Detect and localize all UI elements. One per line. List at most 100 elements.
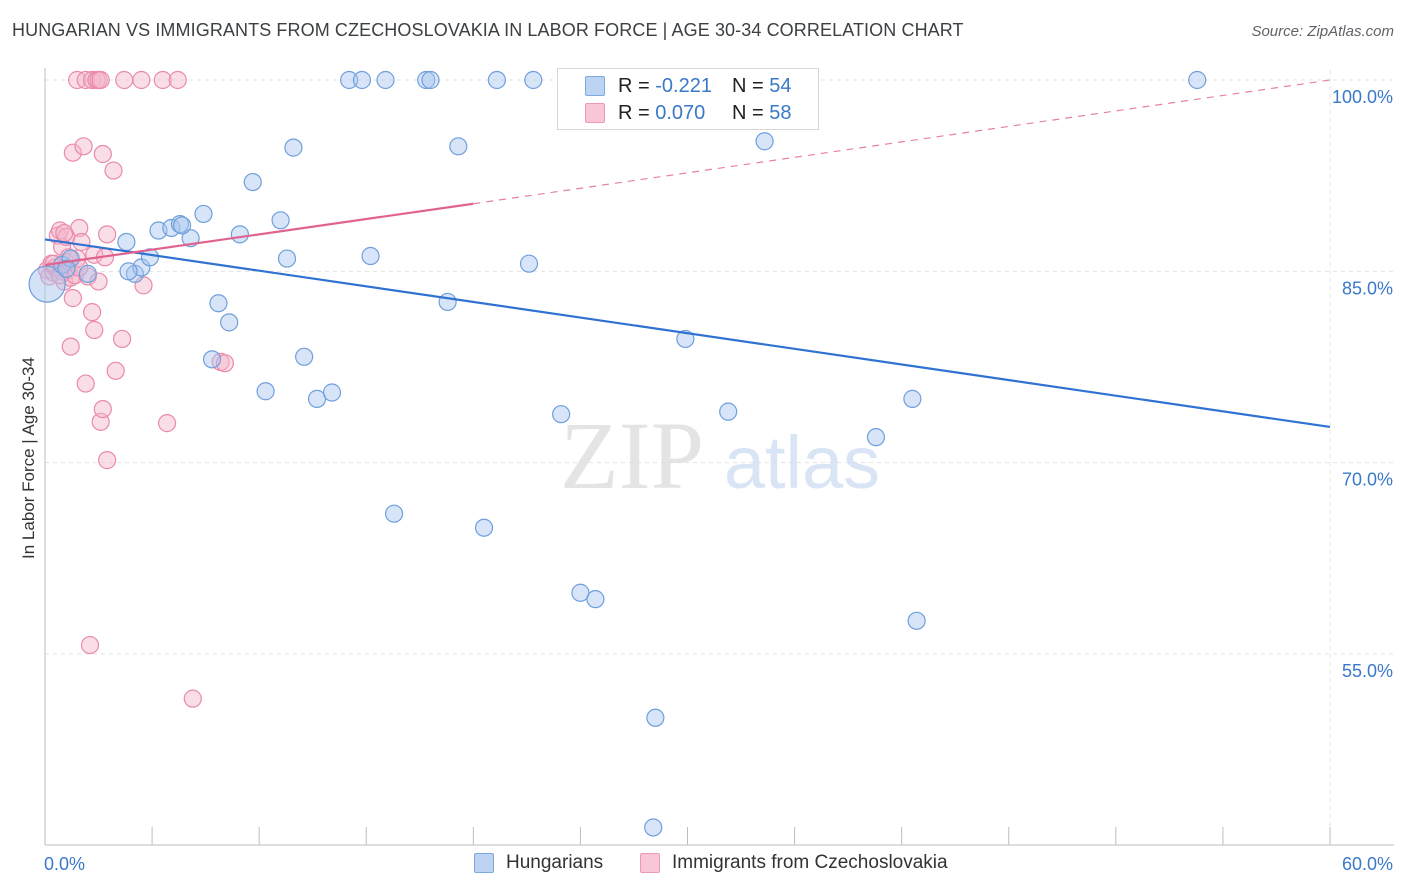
point-hungarians bbox=[352, 70, 372, 90]
trend-line-hungarians bbox=[44, 238, 1331, 429]
point-immigrants bbox=[91, 70, 110, 90]
y-tick-label: 100.0% bbox=[1332, 87, 1393, 107]
point-hungarians bbox=[571, 583, 590, 602]
point-hungarians bbox=[719, 402, 738, 421]
point-immigrants bbox=[157, 414, 177, 433]
legend-r-value-immigrants: 0.070 bbox=[655, 101, 706, 124]
legend-swatch-hungarians bbox=[585, 76, 605, 96]
legend-n-label: N = bbox=[732, 101, 770, 124]
x-tick-label: 60.0% bbox=[1342, 854, 1393, 874]
point-hungarians bbox=[449, 137, 468, 156]
series-immigrants-points bbox=[38, 70, 234, 708]
point-immigrants bbox=[132, 70, 151, 90]
watermark-zip: ZIP bbox=[560, 402, 704, 509]
point-hungarians bbox=[117, 232, 136, 252]
point-hungarians bbox=[181, 229, 200, 248]
series-legend: Hungarians Immigrants from Czechoslovaki… bbox=[0, 852, 1406, 878]
point-immigrants bbox=[112, 329, 132, 349]
point-hungarians bbox=[755, 132, 774, 151]
point-hungarians bbox=[524, 70, 543, 90]
point-hungarians bbox=[243, 172, 262, 192]
point-immigrants bbox=[63, 289, 82, 308]
point-hungarians bbox=[1188, 70, 1207, 90]
point-hungarians bbox=[28, 265, 66, 303]
point-immigrants bbox=[76, 374, 95, 393]
point-hungarians bbox=[277, 249, 297, 268]
x-tick-label: 0.0% bbox=[44, 854, 85, 874]
point-immigrants bbox=[61, 337, 80, 356]
legend-label-hungarians: Hungarians bbox=[506, 852, 604, 873]
point-hungarians bbox=[284, 138, 303, 157]
point-hungarians bbox=[644, 818, 663, 837]
point-immigrants bbox=[153, 70, 172, 90]
point-hungarians bbox=[487, 70, 506, 90]
point-hungarians bbox=[552, 405, 571, 424]
point-hungarians bbox=[119, 262, 138, 281]
watermark-atlas: atlas bbox=[724, 421, 880, 504]
point-immigrants bbox=[76, 70, 95, 90]
point-immigrants bbox=[55, 223, 74, 243]
point-immigrants bbox=[98, 451, 117, 470]
source-label: Source: ZipAtlas.com bbox=[1251, 23, 1394, 40]
point-hungarians bbox=[438, 292, 457, 312]
point-immigrants bbox=[83, 303, 102, 322]
point-hungarians bbox=[220, 313, 239, 332]
legend-swatch-immigrants bbox=[640, 853, 660, 873]
point-immigrants bbox=[106, 361, 125, 380]
point-hungarians bbox=[866, 428, 886, 447]
y-tick-label: 70.0% bbox=[1342, 470, 1393, 490]
y-tick-label: 85.0% bbox=[1342, 278, 1393, 298]
point-immigrants bbox=[72, 232, 91, 252]
point-hungarians bbox=[421, 70, 440, 90]
point-immigrants bbox=[80, 635, 100, 655]
series-hungarians-points bbox=[28, 70, 1207, 837]
chart-title: HUNGARIAN VS IMMIGRANTS FROM CZECHOSLOVA… bbox=[12, 20, 964, 40]
legend-label-immigrants: Immigrants from Czechoslovakia bbox=[672, 852, 948, 873]
point-immigrants bbox=[93, 144, 112, 164]
trend-line-immigrants bbox=[44, 202, 474, 267]
legend-r-value-hungarians: -0.221 bbox=[655, 74, 712, 97]
legend-item-hungarians[interactable]: Hungarians bbox=[474, 852, 603, 874]
trend-line-immigrants-extension bbox=[473, 79, 1331, 205]
point-hungarians bbox=[256, 382, 275, 401]
point-hungarians bbox=[340, 70, 359, 90]
point-immigrants bbox=[85, 320, 104, 340]
point-hungarians bbox=[907, 611, 926, 630]
point-immigrants bbox=[98, 225, 117, 244]
point-hungarians bbox=[646, 708, 665, 727]
point-hungarians bbox=[474, 518, 494, 537]
legend-item-immigrants[interactable]: Immigrants from Czechoslovakia bbox=[640, 852, 948, 874]
tick-labels: 55.0% 70.0% 85.0% 100.0% 0.0% 60.0% bbox=[44, 87, 1393, 874]
point-hungarians bbox=[209, 294, 228, 313]
trend-lines bbox=[44, 79, 1331, 429]
point-immigrants bbox=[74, 137, 93, 156]
point-hungarians bbox=[903, 389, 922, 408]
point-hungarians bbox=[162, 218, 181, 238]
correlation-legend: R = -0.221 N = 54 R = 0.070 N = 58 bbox=[557, 68, 819, 130]
legend-n-value-immigrants: 58 bbox=[769, 101, 792, 124]
point-immigrants bbox=[63, 143, 82, 162]
point-hungarians bbox=[361, 246, 380, 266]
y-tick-label: 55.0% bbox=[1342, 661, 1393, 681]
point-hungarians bbox=[202, 350, 222, 369]
y-axis-label: In Labor Force | Age 30-34 bbox=[19, 357, 38, 559]
legend-swatch-hungarians bbox=[474, 853, 494, 873]
legend-r-label: R = bbox=[618, 101, 656, 124]
legend-r-label: R = bbox=[618, 74, 656, 97]
point-hungarians bbox=[271, 211, 290, 230]
point-hungarians bbox=[676, 329, 695, 349]
point-hungarians bbox=[519, 254, 539, 273]
point-immigrants bbox=[168, 70, 187, 90]
point-hungarians bbox=[57, 259, 76, 278]
point-immigrants bbox=[104, 161, 123, 180]
legend-n-label: N = bbox=[732, 74, 770, 97]
point-hungarians bbox=[295, 347, 314, 366]
point-hungarians bbox=[322, 383, 342, 402]
point-hungarians bbox=[230, 225, 249, 244]
point-immigrants bbox=[93, 399, 112, 419]
point-hungarians bbox=[307, 389, 327, 408]
point-immigrants bbox=[183, 689, 202, 708]
legend-n-value-hungarians: 54 bbox=[769, 74, 792, 97]
axes bbox=[44, 68, 1394, 846]
point-hungarians bbox=[194, 204, 213, 224]
